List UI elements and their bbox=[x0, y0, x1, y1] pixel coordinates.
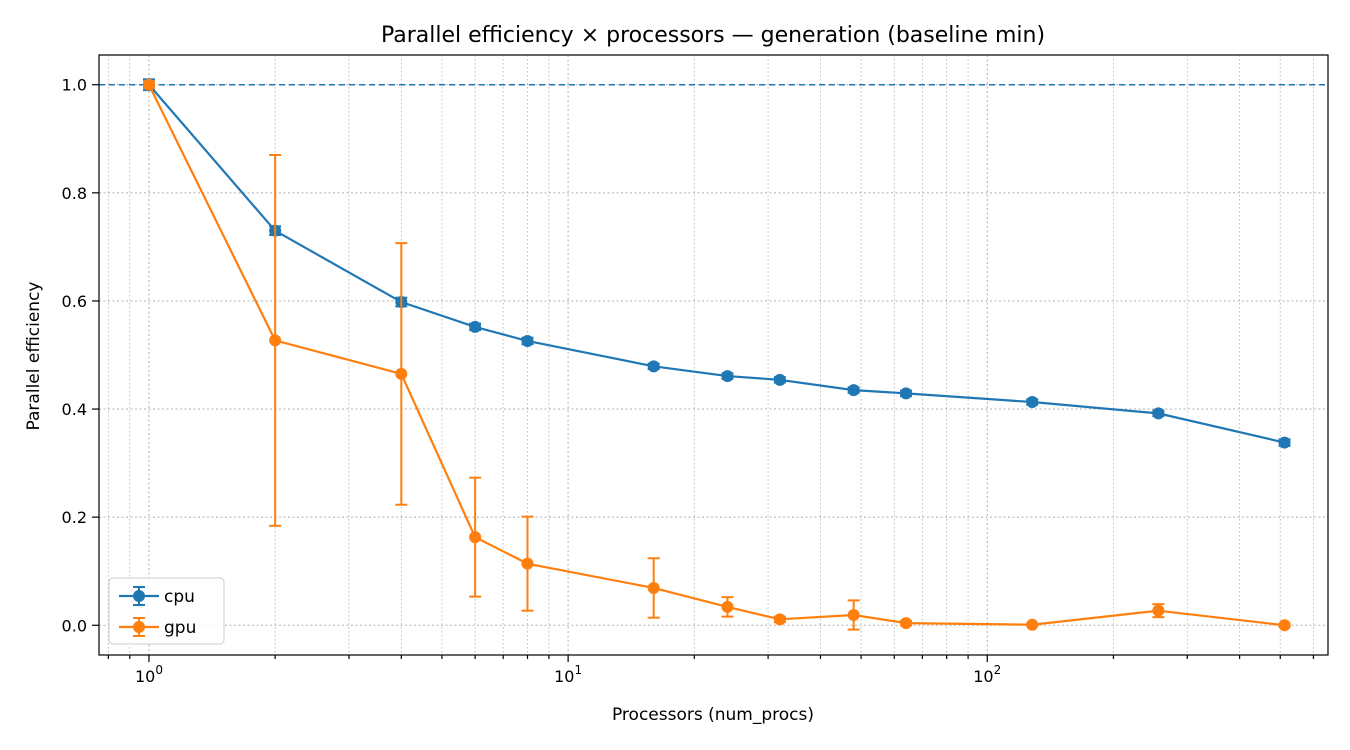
data-point-cpu bbox=[847, 384, 860, 397]
x-tick-base: 10 bbox=[135, 667, 155, 686]
legend-marker-gpu bbox=[119, 617, 159, 637]
legend: cpu gpu bbox=[108, 577, 225, 645]
data-point-cpu bbox=[773, 373, 786, 386]
data-point-gpu bbox=[469, 531, 482, 544]
y-tick-label: 0.4 bbox=[62, 400, 87, 419]
data-point-gpu bbox=[1152, 604, 1165, 617]
y-axis-label: Parallel efficiency bbox=[24, 282, 44, 431]
legend-label-cpu: cpu bbox=[164, 587, 195, 607]
data-point-gpu bbox=[1278, 619, 1291, 632]
legend-marker-cpu bbox=[119, 586, 159, 606]
x-tick-base: 10 bbox=[973, 667, 993, 686]
x-tick-label: 101 bbox=[554, 663, 582, 686]
grid bbox=[99, 55, 1328, 655]
data-point-gpu bbox=[269, 334, 282, 347]
x-tick-label: 102 bbox=[973, 663, 1001, 686]
data-point-cpu bbox=[1026, 396, 1039, 409]
data-point-cpu bbox=[1152, 407, 1165, 420]
y-tick-label: 0.0 bbox=[62, 616, 87, 635]
data-point-cpu bbox=[521, 334, 534, 347]
x-tick-exponent: 2 bbox=[994, 663, 1002, 677]
x-tick-exponent: 0 bbox=[155, 663, 163, 677]
series-layer bbox=[142, 78, 1291, 632]
data-point-cpu bbox=[721, 370, 734, 383]
x-tick-exponent: 1 bbox=[574, 663, 582, 677]
data-point-gpu bbox=[395, 367, 408, 380]
data-point-cpu bbox=[469, 320, 482, 333]
legend-entry-cpu: cpu bbox=[119, 586, 195, 607]
legend-dot bbox=[133, 590, 145, 602]
data-point-gpu bbox=[773, 613, 786, 626]
series-line-gpu bbox=[147, 84, 1285, 627]
legend-entry-gpu: gpu bbox=[119, 617, 196, 638]
data-point-gpu bbox=[721, 600, 734, 613]
legend-label-gpu: gpu bbox=[164, 618, 196, 638]
data-point-cpu bbox=[900, 387, 913, 400]
series-line-cpu bbox=[148, 84, 1285, 444]
chart-title: Parallel efficiency × processors — gener… bbox=[381, 23, 1045, 48]
x-axis-label: Processors (num_procs) bbox=[612, 705, 814, 725]
data-point-gpu bbox=[900, 617, 913, 630]
y-tick-label: 0.6 bbox=[62, 292, 87, 311]
y-tick-label: 0.2 bbox=[62, 508, 87, 527]
plot-frame bbox=[98, 54, 1329, 656]
data-point-gpu bbox=[521, 557, 534, 570]
x-tick-label: 100 bbox=[135, 663, 163, 686]
x-tick-base: 10 bbox=[554, 667, 574, 686]
data-point-gpu bbox=[1026, 618, 1039, 631]
data-point-cpu bbox=[1278, 436, 1291, 449]
series-gpu bbox=[142, 78, 1291, 632]
series-cpu bbox=[142, 78, 1291, 449]
data-point-gpu bbox=[142, 78, 155, 91]
legend-dot bbox=[133, 621, 145, 633]
data-point-gpu bbox=[647, 581, 660, 594]
data-point-cpu bbox=[647, 360, 660, 373]
data-point-gpu bbox=[847, 609, 860, 621]
y-tick-label: 1.0 bbox=[62, 76, 87, 95]
y-tick-label: 0.8 bbox=[62, 184, 87, 203]
